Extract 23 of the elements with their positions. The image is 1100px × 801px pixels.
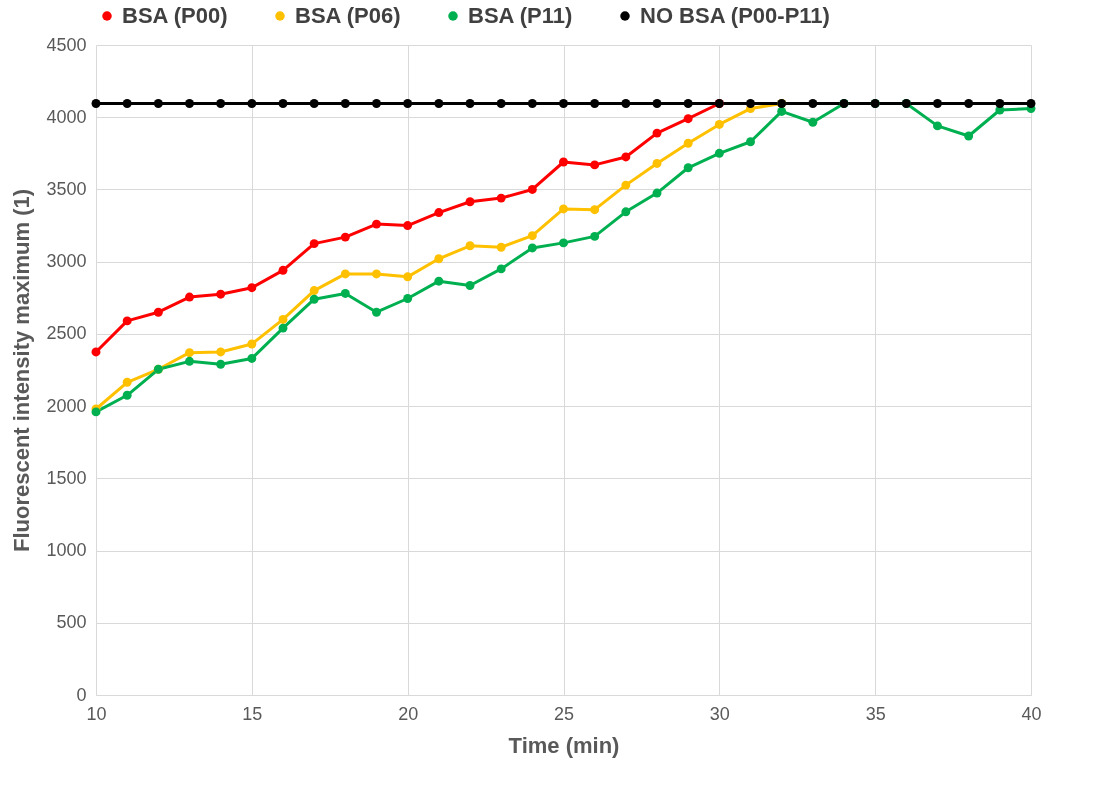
y-tick-label: 3000	[46, 251, 87, 272]
y-tick-label: 2500	[46, 323, 87, 344]
y-tick-label: 1000	[46, 540, 87, 561]
x-tick-label: 40	[1021, 703, 1042, 724]
legend-label: BSA (P11)	[468, 3, 573, 28]
y-tick-label: 1500	[46, 467, 87, 488]
y-tick-label: 4500	[46, 34, 87, 55]
y-axis-title: Fluorescent intensity maximum (1)	[9, 188, 35, 553]
y-tick-label: 500	[56, 612, 87, 633]
legend-label: BSA (P00)	[122, 3, 228, 28]
x-axis-title: Time (min)	[508, 732, 620, 758]
x-tick-label: 25	[553, 703, 575, 724]
x-tick-label: 30	[709, 703, 730, 724]
y-tick-label: 3500	[46, 178, 87, 199]
y-tick-label: 4000	[46, 106, 87, 127]
x-tick-label: 15	[242, 703, 263, 724]
x-tick-label: 20	[398, 703, 419, 724]
x-tick-label: 35	[865, 703, 886, 724]
y-tick-label: 0	[76, 684, 87, 705]
y-tick-label: 2000	[46, 395, 87, 416]
legend-label: NO BSA (P00-P11)	[640, 3, 830, 28]
legend-label: BSA (P06)	[295, 3, 401, 28]
x-tick-label: 10	[86, 703, 107, 724]
